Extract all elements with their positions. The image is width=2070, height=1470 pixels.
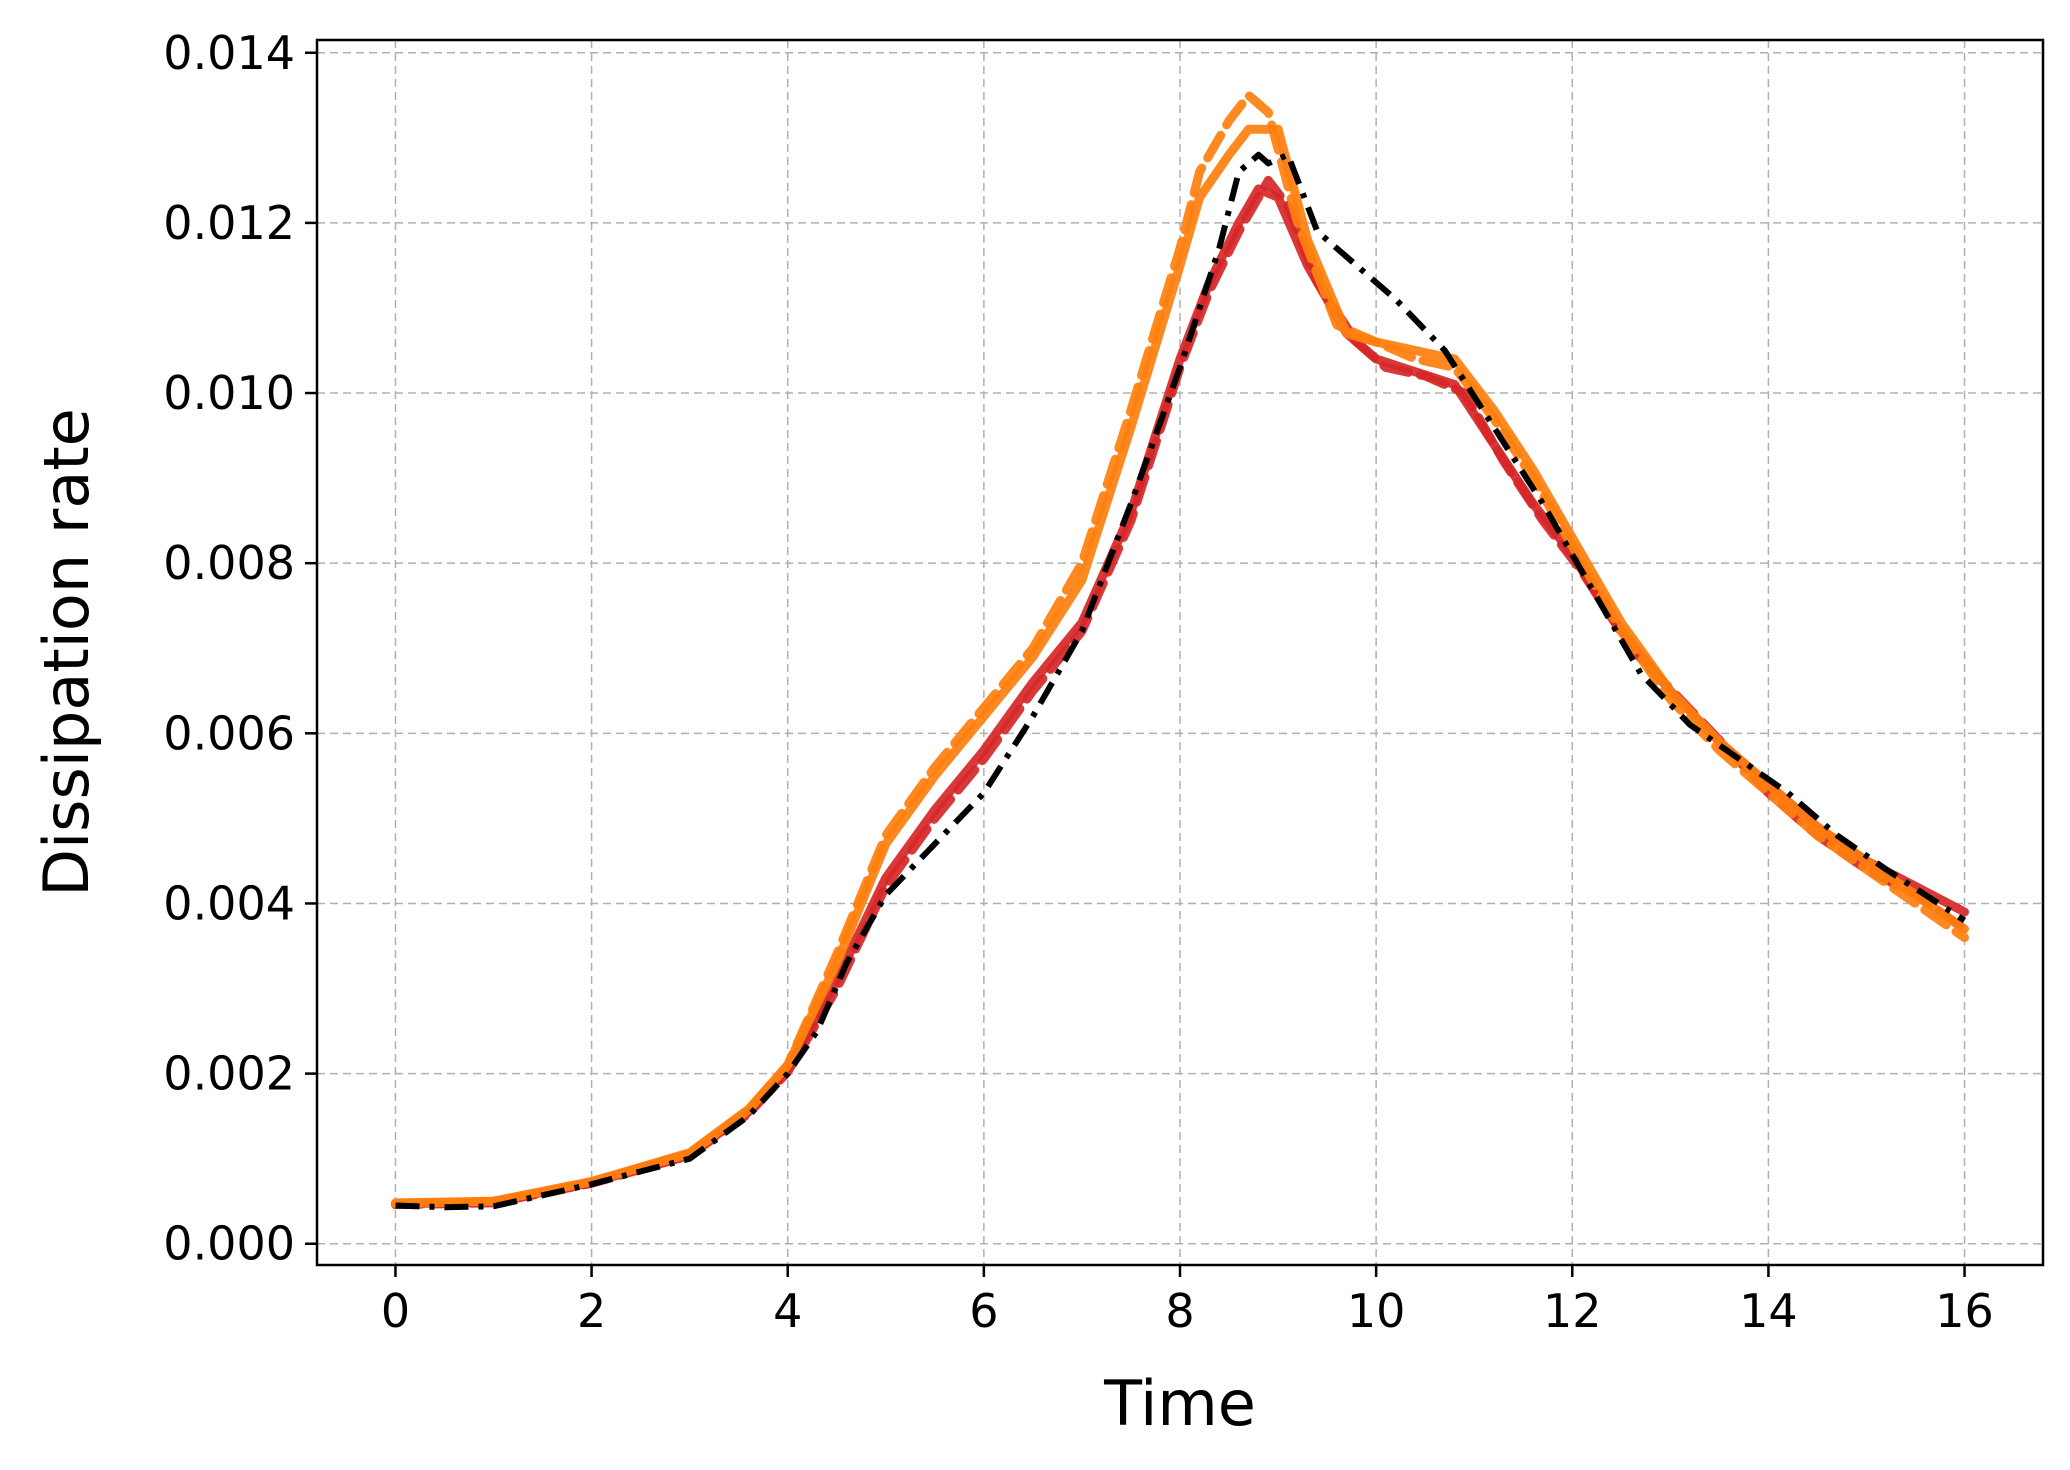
y-tick-label: 0.012 xyxy=(163,196,295,250)
x-axis-title: Time xyxy=(1103,1367,1256,1440)
series-line-3 xyxy=(391,124,1969,1208)
y-tick-label: 0.004 xyxy=(163,876,295,930)
x-tick-label: 16 xyxy=(1935,1284,1994,1338)
x-tick-label: 6 xyxy=(969,1284,998,1338)
x-tick-label: 10 xyxy=(1347,1284,1406,1338)
axis-ticks xyxy=(305,51,1966,1277)
y-tick-label: 0.002 xyxy=(163,1047,295,1101)
y-tick-label: 0.000 xyxy=(163,1217,295,1271)
x-tick-label: 0 xyxy=(381,1284,410,1338)
y-tick-label: 0.010 xyxy=(163,366,295,420)
y-axis-title: Dissipation rate xyxy=(30,408,103,897)
y-tick-label: 0.014 xyxy=(163,26,295,80)
x-tick-label: 4 xyxy=(773,1284,802,1338)
grid xyxy=(317,40,2043,1265)
series-group xyxy=(391,90,1969,1211)
y-tick-label: 0.008 xyxy=(163,536,295,590)
x-tick-label: 2 xyxy=(577,1284,606,1338)
x-tick-label: 12 xyxy=(1543,1284,1602,1338)
y-tick-label: 0.006 xyxy=(163,706,295,760)
x-tick-label: 8 xyxy=(1165,1284,1194,1338)
series-line-5 xyxy=(395,151,1967,1211)
x-tick-label: 14 xyxy=(1739,1284,1798,1338)
plot-frame xyxy=(315,38,2045,1267)
tick-labels: 0 2 4 6 8 10 12 14 16 0.000 0.002 0.004 0.006 0.008 0.… xyxy=(163,26,1994,1338)
